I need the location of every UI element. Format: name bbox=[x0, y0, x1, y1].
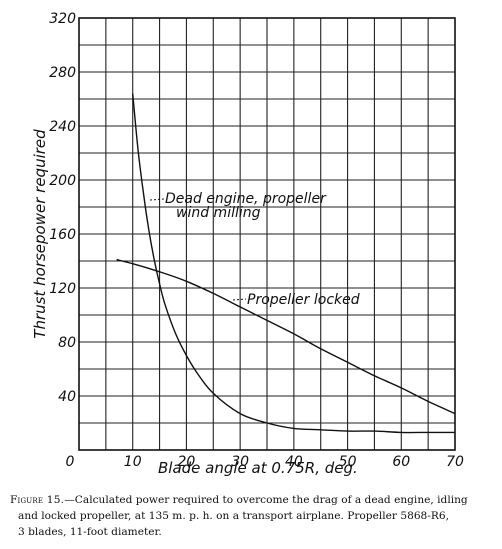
figure-caption: Figure 15.—Calculated power required to … bbox=[10, 492, 496, 540]
y-tick-label: 120 bbox=[49, 281, 76, 297]
y-tick-label: 80 bbox=[58, 335, 76, 351]
x-axis-label: Blade angle at 0.75R, deg. bbox=[158, 459, 358, 477]
caption-line-3: 3 blades, 11-foot diameter. bbox=[18, 526, 162, 538]
caption-line-2: and locked propeller, at 135 m. p. h. on… bbox=[18, 510, 449, 522]
y-axis-label: Thrust horsepower required bbox=[31, 129, 49, 339]
annotation-dead-engine-line2: wind milling bbox=[176, 205, 261, 221]
caption-line-1: —Calculated power required to overcome t… bbox=[64, 494, 468, 506]
annotation-leader-dead-engine bbox=[149, 198, 165, 201]
series-line-propeller-locked bbox=[116, 258, 456, 415]
x-tick-label: 60 bbox=[392, 454, 410, 470]
x-tick-label: 30 bbox=[231, 454, 249, 470]
x-tick-label: 20 bbox=[178, 454, 196, 470]
y-tick-label: 320 bbox=[49, 11, 76, 27]
chart-grid bbox=[79, 18, 455, 450]
y-tick-label: 240 bbox=[49, 119, 76, 135]
x-tick-label: 70 bbox=[446, 454, 464, 470]
x-tick-label: 50 bbox=[339, 454, 357, 470]
annotation-leader-propeller-locked bbox=[232, 298, 247, 301]
x-tick-label: 40 bbox=[285, 454, 303, 470]
y-tick-label: 160 bbox=[49, 227, 76, 243]
x-tick-label: 10 bbox=[124, 454, 142, 470]
series-layer bbox=[116, 93, 456, 434]
x-tick-labels: 0 10 20 30 40 50 60 70 bbox=[66, 454, 464, 470]
x-tick-label: 0 bbox=[66, 454, 75, 470]
y-tick-label: 200 bbox=[49, 173, 76, 189]
y-tick-label: 280 bbox=[49, 65, 76, 81]
caption-figure-number: Figure 15. bbox=[10, 494, 65, 506]
y-tick-labels: 40 80 120 160 200 240 280 320 bbox=[49, 11, 76, 405]
annotation-propeller-locked: Propeller locked bbox=[247, 292, 360, 308]
plot-frame bbox=[78, 17, 456, 451]
series-line-dead-engine bbox=[132, 93, 455, 434]
y-tick-label: 40 bbox=[58, 389, 76, 405]
annotation-dead-engine-line1: Dead engine, propeller bbox=[165, 191, 327, 207]
